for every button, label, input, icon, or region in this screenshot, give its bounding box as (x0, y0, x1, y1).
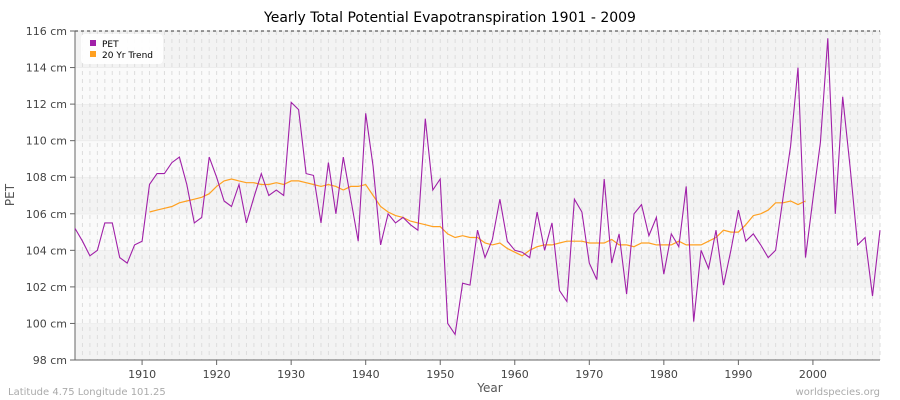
footer-location: Latitude 4.75 Longitude 101.25 (8, 387, 166, 398)
series-lines (74, 38, 881, 336)
x-tick-label: 1910 (128, 368, 156, 381)
chart-title: Yearly Total Potential Evapotranspiratio… (263, 10, 636, 26)
legend-label-pet: PET (102, 40, 119, 50)
x-tick-label: 1980 (650, 368, 678, 381)
x-tick-label: 2000 (799, 368, 827, 381)
footer-source[interactable]: worldspecies.org (796, 387, 880, 398)
x-tick-label: 1930 (277, 368, 305, 381)
y-tick-label: 108 cm (26, 171, 67, 184)
legend: PET 20 Yr Trend (81, 34, 163, 64)
y-tick-label: 100 cm (26, 317, 67, 330)
legend-swatch-pet (90, 40, 96, 46)
legend-label-trend: 20 Yr Trend (102, 51, 153, 61)
y-tick-label: 104 cm (26, 244, 67, 257)
x-tick-label: 1920 (203, 368, 231, 381)
y-tick-label: 102 cm (26, 281, 67, 294)
x-tick-label: 1970 (575, 368, 603, 381)
y-axis-label: PET (3, 183, 17, 206)
y-tick-label: 110 cm (26, 135, 67, 148)
vertical-gridlines (74, 31, 881, 360)
y-tick-label: 116 cm (26, 25, 67, 38)
y-tick-label: 106 cm (26, 208, 67, 221)
x-axis-label: Year (476, 381, 502, 395)
x-tick-label: 1990 (724, 368, 752, 381)
y-tick-label: 114 cm (26, 62, 67, 75)
x-tick-label: 1960 (501, 368, 529, 381)
trend-line (149, 178, 806, 257)
y-ticks: 98 cm 100 cm 102 cm 104 cm 106 cm 108 cm 110 c… (26, 25, 75, 367)
legend-box (81, 34, 163, 64)
y-tick-label: 98 cm (33, 354, 67, 367)
y-tick-label: 112 cm (26, 98, 67, 111)
x-tick-label: 1940 (352, 368, 380, 381)
x-ticks: 1910 1920 1930 1940 1950 1960 1970 1980 1990 2000 (128, 360, 827, 381)
pet-line (74, 38, 881, 336)
legend-swatch-trend (90, 51, 96, 57)
x-tick-label: 1950 (426, 368, 454, 381)
